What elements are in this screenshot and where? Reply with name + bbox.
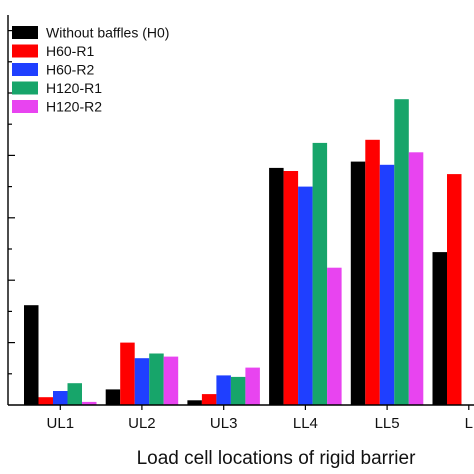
bar-ll5-series-4 bbox=[394, 99, 409, 405]
legend-label-4: H120-R1 bbox=[46, 80, 102, 96]
bars-group bbox=[24, 99, 462, 406]
x-tick-label-ll4: LL4 bbox=[293, 415, 318, 432]
bar-ul2-series-1 bbox=[105, 389, 121, 405]
bar-ul3-series-4 bbox=[230, 376, 246, 405]
x-tick-label-ul3: UL3 bbox=[210, 415, 238, 432]
legend-swatch-4 bbox=[12, 81, 38, 95]
bar-ll5-series-3 bbox=[379, 164, 395, 405]
legend-swatch-5 bbox=[12, 100, 38, 113]
x-tick-label-ul2: UL2 bbox=[128, 415, 156, 432]
legend-label-2: H60-R1 bbox=[46, 43, 94, 59]
bar-ul3-series-1 bbox=[187, 400, 202, 405]
legend-label-1: Without baffles (H0) bbox=[46, 25, 169, 41]
bar-ul3-series-2 bbox=[201, 394, 217, 405]
bar-ul1-series-3 bbox=[53, 391, 68, 405]
bar-ul1-series-4 bbox=[67, 383, 82, 405]
bar-ul1-series-5 bbox=[82, 401, 97, 405]
bar-ll5-series-5 bbox=[408, 152, 424, 405]
bar-ul2-series-3 bbox=[134, 358, 150, 405]
bar-l-series-1 bbox=[432, 252, 447, 405]
bar-ul1-series-2 bbox=[38, 397, 53, 405]
x-axis-title: Load cell locations of rigid barrier bbox=[137, 448, 416, 469]
bar-ll4-series-1 bbox=[269, 167, 284, 405]
x-tick-label-l: L bbox=[465, 415, 473, 432]
bar-ll5-series-1 bbox=[350, 161, 366, 405]
legend-swatch-3 bbox=[12, 63, 38, 76]
bar-l-series-2 bbox=[447, 174, 462, 405]
bar-ul1-series-1 bbox=[24, 305, 39, 405]
bar-ul3-series-5 bbox=[245, 367, 260, 405]
legend-swatch-2 bbox=[12, 44, 38, 58]
legend-label-5: H120-R2 bbox=[46, 99, 102, 115]
legend-swatch-1 bbox=[12, 26, 38, 39]
bar-ul2-series-5 bbox=[163, 356, 179, 405]
bar-ul2-series-2 bbox=[120, 342, 135, 405]
axes-group bbox=[7, 15, 474, 410]
bar-ll4-series-2 bbox=[283, 171, 299, 405]
bar-ul2-series-4 bbox=[149, 353, 164, 405]
x-tick-label-ll5: LL5 bbox=[375, 415, 400, 432]
bar-ll4-series-4 bbox=[312, 142, 328, 405]
bar-ul3-series-3 bbox=[216, 375, 231, 405]
bar-ll4-series-5 bbox=[327, 267, 342, 405]
legend: Without baffles (H0) H60-R1 H60-R2 H120-R1 H… bbox=[12, 25, 169, 115]
x-tick-label-ul1: UL1 bbox=[47, 415, 75, 432]
legend-label-3: H60-R2 bbox=[46, 62, 94, 78]
bar-ll5-series-2 bbox=[365, 139, 380, 406]
x-tick-labels: UL1 UL2 UL3 LL4 LL5 L bbox=[47, 415, 473, 432]
bar-ll4-series-3 bbox=[298, 186, 313, 405]
